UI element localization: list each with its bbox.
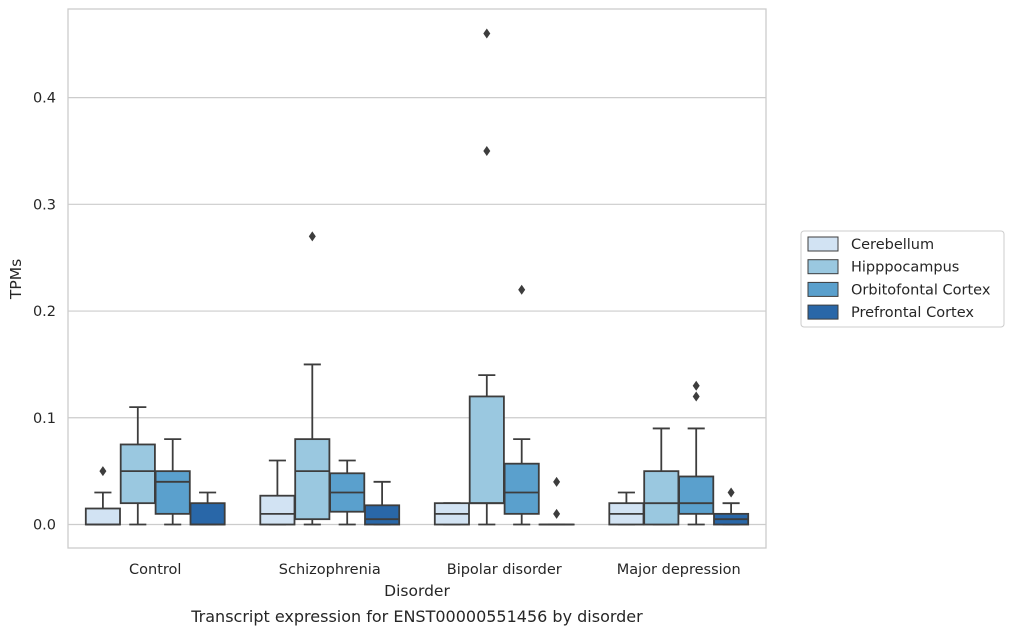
y-tick-label: 0.3 bbox=[33, 197, 56, 213]
y-tick-labels: 0.0 0.1 0.2 0.3 0.4 bbox=[33, 91, 56, 534]
box bbox=[189, 502, 226, 526]
x-tick-label: Control bbox=[129, 562, 181, 578]
box bbox=[154, 470, 191, 515]
outlier-point bbox=[692, 380, 700, 391]
x-axis-title: Disorder bbox=[384, 582, 450, 600]
box bbox=[643, 470, 680, 526]
box bbox=[84, 507, 121, 526]
chart-caption: Transcript expression for ENST0000055145… bbox=[190, 607, 643, 626]
box bbox=[259, 494, 296, 526]
y-tick-label: 0.4 bbox=[33, 91, 56, 107]
legend-label: Cerebellum bbox=[851, 237, 934, 253]
series-orbitofontal-cortex bbox=[154, 284, 715, 526]
legend-label: Hipppocampus bbox=[851, 260, 959, 276]
box-series bbox=[84, 28, 750, 526]
x-tick-label: Major depression bbox=[617, 562, 741, 578]
legend-label: Prefrontal Cortex bbox=[851, 305, 974, 321]
outlier-point bbox=[518, 284, 526, 295]
plot-frame bbox=[67, 8, 767, 549]
x-tick-label: Schizophrenia bbox=[279, 562, 381, 578]
outlier-point bbox=[483, 28, 491, 39]
legend: Cerebellum Hipppocampus Orbitofontal Corte… bbox=[800, 230, 1005, 328]
outlier-point bbox=[553, 508, 561, 519]
box bbox=[468, 395, 505, 505]
outlier-point bbox=[99, 466, 107, 477]
legend-label: Orbitofontal Cortex bbox=[851, 282, 991, 298]
series-prefrontal-cortex bbox=[189, 476, 750, 526]
legend-swatch bbox=[807, 236, 839, 252]
box bbox=[364, 504, 401, 526]
y-axis-title: TPMs bbox=[7, 259, 25, 300]
box bbox=[119, 443, 156, 505]
outlier-point bbox=[483, 145, 491, 156]
series-hipppocampus bbox=[119, 28, 680, 526]
x-tick-labels: Control Schizophrenia Bipolar disorder Majo… bbox=[129, 562, 741, 578]
plot-background bbox=[68, 9, 766, 548]
box bbox=[503, 462, 540, 515]
y-tick-label: 0.2 bbox=[33, 304, 56, 320]
outlier-point bbox=[727, 487, 735, 498]
box bbox=[678, 475, 715, 515]
y-tick-label: 0.1 bbox=[33, 411, 56, 427]
legend-swatch bbox=[807, 259, 839, 275]
outlier-point bbox=[553, 476, 561, 487]
legend-frame bbox=[800, 230, 1005, 328]
box bbox=[294, 438, 331, 521]
x-tick-label: Bipolar disorder bbox=[447, 562, 562, 578]
legend-swatch bbox=[807, 304, 839, 320]
legend-swatch bbox=[807, 281, 839, 297]
series-cerebellum bbox=[84, 459, 645, 526]
outlier-point bbox=[692, 391, 700, 402]
y-tick-label: 0.0 bbox=[33, 518, 56, 534]
outlier-point bbox=[308, 231, 316, 242]
